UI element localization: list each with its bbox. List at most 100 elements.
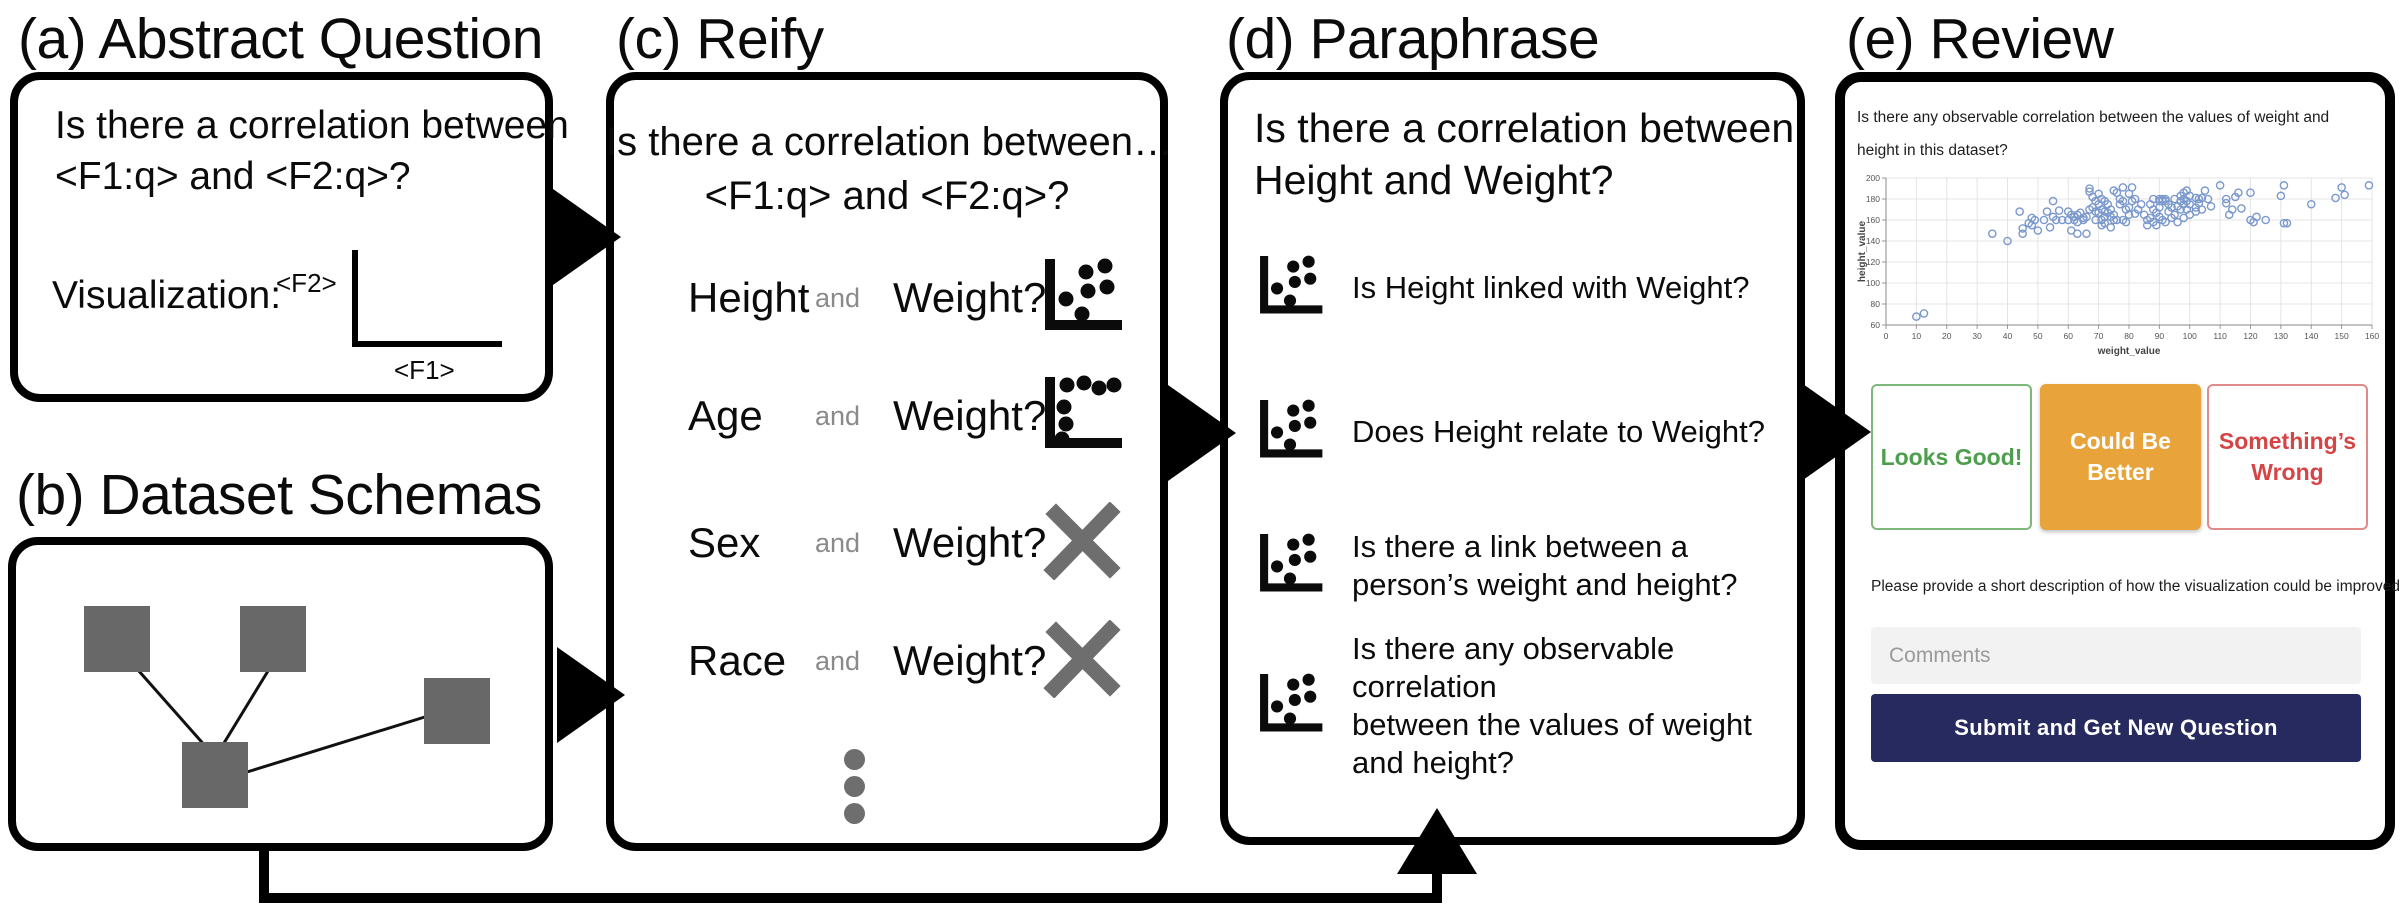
paraphrase-header-line1: Is there a correlation between xyxy=(1254,105,1795,151)
svg-text:0: 0 xyxy=(1884,331,1889,341)
svg-text:200: 200 xyxy=(1866,173,1880,183)
svg-text:100: 100 xyxy=(2183,331,2197,341)
abstract-question-line2: <F1:q> and <F2:q>? xyxy=(55,155,411,198)
svg-text:70: 70 xyxy=(2094,331,2104,341)
svg-text:height_value: height_value xyxy=(1857,221,1868,283)
comments-input[interactable] xyxy=(1871,627,2361,684)
reify-header-line1: Is there a correlation between… xyxy=(606,120,1173,164)
reify-row-sex: Sex and Weight? xyxy=(688,500,1140,585)
schema-connector-vertical-right xyxy=(1432,860,1442,903)
schema-node-square xyxy=(240,606,306,672)
abstract-axis-y-line xyxy=(352,250,358,347)
reject-x-icon xyxy=(1040,618,1124,703)
svg-text:60: 60 xyxy=(2064,331,2074,341)
reify-and-label: and xyxy=(815,282,861,313)
reify-target-label: Weight? xyxy=(893,392,1047,439)
could-be-better-button[interactable]: Could Be Better xyxy=(2040,384,2201,530)
svg-text:20: 20 xyxy=(1942,331,1952,341)
reify-field-label: Race xyxy=(688,637,787,684)
svg-text:60: 60 xyxy=(1871,320,1881,330)
more-rows-ellipsis-icon xyxy=(844,749,865,824)
flow-arrow-b-to-d-icon xyxy=(1397,808,1477,874)
reify-row-race: Race and Weight? xyxy=(688,618,1140,703)
schema-node-square xyxy=(84,606,150,672)
reify-row-age: Age and Weight? xyxy=(688,375,1140,458)
paraphrase-text: Is Height linked with Weight? xyxy=(1352,270,1750,305)
svg-text:160: 160 xyxy=(1866,215,1880,225)
panel-d-title: (d) Paraphrase xyxy=(1226,7,1600,71)
scatter-plot-icon xyxy=(1040,375,1124,458)
visualization-label: Visualization: xyxy=(52,274,282,317)
svg-text:30: 30 xyxy=(1972,331,1982,341)
flow-arrow-d-to-e-icon xyxy=(1803,384,1871,480)
svg-text:40: 40 xyxy=(2003,331,2013,341)
reify-and-label: and xyxy=(815,400,861,431)
paraphrase-item: Is Height linked with Weight? xyxy=(1256,248,1796,328)
svg-text:130: 130 xyxy=(2274,331,2288,341)
scatter-plot-icon xyxy=(1256,249,1324,328)
review-question-line2: height in this dataset? xyxy=(1857,142,2008,159)
abstract-axis-x-line xyxy=(352,341,502,347)
somethings-wrong-button[interactable]: Something’s Wrong xyxy=(2207,384,2368,530)
svg-text:50: 50 xyxy=(2033,331,2043,341)
paraphrase-text: Does Height relate to Weight? xyxy=(1352,414,1765,449)
reify-field-label: Sex xyxy=(688,519,761,566)
svg-text:90: 90 xyxy=(2155,331,2165,341)
review-question-line1: Is there any observable correlation betw… xyxy=(1857,109,2330,126)
looks-good-button[interactable]: Looks Good! xyxy=(1871,384,2032,530)
schema-node-square xyxy=(182,742,248,808)
submit-button[interactable]: Submit and Get New Question xyxy=(1871,694,2361,762)
flow-arrow-b-to-c-icon xyxy=(557,647,625,743)
abstract-question-box xyxy=(10,72,553,402)
svg-text:weight_value: weight_value xyxy=(2097,346,2161,357)
reify-target-label: Weight? xyxy=(893,274,1047,321)
scatter-plot-icon xyxy=(1256,527,1324,606)
panel-a-title: (a) Abstract Question xyxy=(18,7,543,71)
schema-connector-vertical-left xyxy=(259,845,269,903)
scatter-plot-icon xyxy=(1256,667,1324,746)
reify-field-label: Height xyxy=(688,274,810,321)
reify-field-label: Age xyxy=(688,392,763,439)
svg-text:120: 120 xyxy=(1866,257,1880,267)
paraphrase-item: Is there a link between a person’s weigh… xyxy=(1256,524,1796,608)
svg-text:80: 80 xyxy=(1871,299,1881,309)
schema-graph-edges xyxy=(136,669,429,774)
abstract-question-line1: Is there a correlation between xyxy=(55,104,569,147)
paraphrase-text: Is there any observable correlation xyxy=(1352,631,1675,704)
svg-text:180: 180 xyxy=(1866,194,1880,204)
svg-text:150: 150 xyxy=(2335,331,2349,341)
paraphrase-item: Is there any observable correlation betw… xyxy=(1256,631,1796,780)
schema-connector-horizontal xyxy=(259,893,1442,903)
flow-arrow-c-to-d-icon xyxy=(1168,385,1236,481)
abstract-axis-x-label: <F1> xyxy=(394,355,455,385)
paraphrase-header-line2: Height and Weight? xyxy=(1254,157,1614,203)
panel-c-title: (c) Reify xyxy=(616,7,824,71)
scatter-plot-icon xyxy=(1040,257,1124,340)
scatter-plot-icon xyxy=(1256,393,1324,472)
svg-text:140: 140 xyxy=(1866,236,1880,246)
svg-text:160: 160 xyxy=(2365,331,2379,341)
svg-text:10: 10 xyxy=(1912,331,1922,341)
reify-target-label: Weight? xyxy=(893,637,1047,684)
reify-box xyxy=(606,72,1168,851)
svg-text:110: 110 xyxy=(2213,331,2227,341)
paraphrase-text: person’s weight and height? xyxy=(1352,567,1738,602)
reify-header-line2: <F1:q> and <F2:q>? xyxy=(704,174,1070,218)
improvement-prompt-label: Please provide a short description of ho… xyxy=(1871,578,2400,595)
abstract-axis-y-label: <F2> xyxy=(276,268,337,298)
flow-arrow-a-to-c-icon xyxy=(553,189,621,285)
reify-row-height: Height and Weight? xyxy=(688,258,1140,338)
paraphrase-text: between the values of weight and height? xyxy=(1352,707,1752,780)
panel-b-title: (b) Dataset Schemas xyxy=(16,463,542,527)
svg-text:140: 140 xyxy=(2304,331,2318,341)
panel-e-title: (e) Review xyxy=(1846,7,2114,71)
svg-text:120: 120 xyxy=(2243,331,2257,341)
reify-and-label: and xyxy=(815,645,861,676)
review-chart: 0 10 20 30 40 50 60 70 80 90 100 110 120 130 140 150 160… xyxy=(1857,173,2379,357)
reject-x-icon xyxy=(1040,500,1124,585)
reify-and-label: and xyxy=(815,527,861,558)
reify-target-label: Weight? xyxy=(893,519,1047,566)
svg-text:80: 80 xyxy=(2124,331,2134,341)
paraphrase-item: Does Height relate to Weight? xyxy=(1256,392,1796,472)
paraphrase-text: Is there a link between a xyxy=(1352,529,1689,564)
